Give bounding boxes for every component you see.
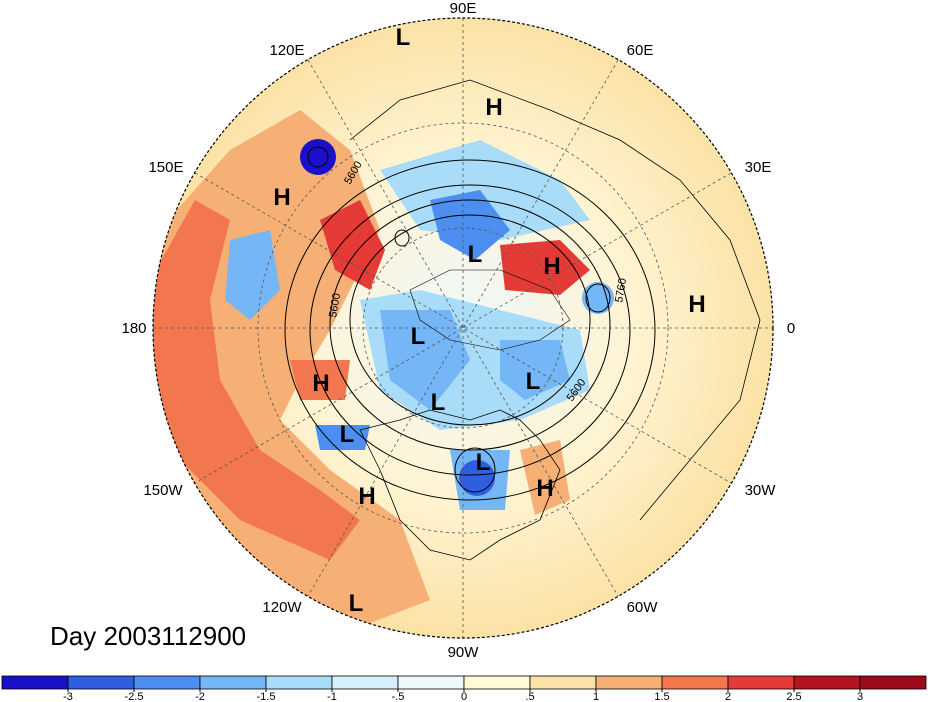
contour-label: 5600 <box>327 292 343 318</box>
lon-label-90w: 90W <box>448 644 480 661</box>
high-center-marker: H <box>273 184 290 211</box>
high-center-marker: H <box>358 483 375 510</box>
atlantic-warm <box>520 440 570 515</box>
meridian-line <box>307 59 619 597</box>
colorbar-tick-label: .5 <box>525 691 534 702</box>
lon-label-150e: 150E <box>148 159 183 176</box>
contour-ring <box>585 283 611 313</box>
pressure-centers: L H H L H H L H L L L L H H L <box>273 24 705 617</box>
coastline-eurasia <box>349 79 761 521</box>
colorbar-tick-label: -3 <box>63 691 73 702</box>
lon-label-120e: 120E <box>269 42 304 59</box>
meridian-line <box>194 172 732 484</box>
latitude-circle <box>362 227 564 429</box>
lon-label-180: 180 <box>121 320 146 337</box>
meridian-line <box>194 172 732 484</box>
colorbar-tick-label: -.5 <box>392 691 405 702</box>
colorbar-swatch <box>793 675 861 690</box>
lon-label-60e: 60E <box>627 42 654 59</box>
colorbar-tick-label: 2.5 <box>786 691 801 702</box>
contour-ring <box>329 199 611 451</box>
colorbar-tick-label: -1 <box>327 691 337 702</box>
colorbar-tick-label: 1.5 <box>654 691 669 702</box>
high-center-marker: H <box>536 475 553 502</box>
pacific-warm-core <box>153 200 360 560</box>
coastline-north-america <box>359 409 561 561</box>
coastline-arctic <box>409 269 571 351</box>
colorbar: -3 -2.5 -2 -1.5 -1 -.5 0 .5 1 1.5 2 2.5 3 <box>1 675 927 702</box>
colorbar-tick-label: -2 <box>195 691 205 702</box>
graticule <box>153 18 773 638</box>
contour-label: 5760 <box>613 277 629 303</box>
colorbar-swatch <box>133 675 201 690</box>
map-boundary <box>152 17 774 639</box>
meridian-line <box>307 59 619 597</box>
colorbar-swatch <box>67 675 135 690</box>
contour-ring <box>454 447 496 493</box>
lon-label-90e: 90E <box>450 0 477 17</box>
scandinavia-cold-core <box>582 282 614 314</box>
colorbar-swatch <box>199 675 267 690</box>
latitude-circle <box>257 122 669 534</box>
colorbar-swatch <box>859 675 927 690</box>
colorbar-swatch <box>595 675 663 690</box>
map-disc <box>153 18 773 638</box>
high-center-marker: H <box>543 253 560 280</box>
aleutian-cold <box>315 425 370 450</box>
lon-label-150w: 150W <box>143 482 183 499</box>
colorbar-tick-label: 0 <box>461 691 467 702</box>
lon-label-30e: 30E <box>745 159 772 176</box>
contour-ring <box>349 214 591 426</box>
colorbar-tick-label: 1 <box>593 691 599 702</box>
low-center-marker: L <box>526 368 541 395</box>
bering-cold <box>225 230 280 320</box>
low-center-marker: L <box>431 389 446 416</box>
kamchatka-cold-core <box>300 139 336 175</box>
colorbar-swatch <box>727 675 795 690</box>
colorbar-swatch <box>1 675 69 690</box>
low-center-marker: L <box>476 449 491 476</box>
colorbar-swatch <box>331 675 399 690</box>
colorbar-swatch <box>463 675 531 690</box>
colorbar-tick-label: -2.5 <box>125 691 144 702</box>
colorbar-tick-label: -1.5 <box>257 691 276 702</box>
contour-ring <box>309 184 631 476</box>
low-center-marker: L <box>349 590 364 617</box>
day-label: Day 2003112900 <box>50 621 246 651</box>
colorbar-swatch <box>265 675 333 690</box>
low-center-marker: L <box>468 241 483 268</box>
height-contours <box>284 146 656 501</box>
low-center-marker: L <box>340 421 355 448</box>
colorbar-tick-label: 2 <box>725 691 731 702</box>
colorbar-swatch <box>529 675 597 690</box>
siberia-cold-core <box>430 190 510 260</box>
urals-warm <box>500 240 590 295</box>
high-center-marker: H <box>312 370 329 397</box>
contour-ring <box>284 159 656 501</box>
lon-label-120w: 120W <box>262 599 302 616</box>
contour-ring <box>307 146 329 168</box>
lon-label-30w: 30W <box>745 482 777 499</box>
low-center-marker: L <box>396 24 411 51</box>
arctic-cold-core <box>380 310 470 410</box>
high-center-marker: H <box>688 291 705 318</box>
contour-ring <box>394 229 410 247</box>
low-center-marker: L <box>411 323 426 350</box>
colorbar-swatch <box>661 675 729 690</box>
lon-label-0: 0 <box>787 320 795 337</box>
colorbar-tick-label: 3 <box>857 691 863 702</box>
pacific-warm-ridge <box>320 200 385 290</box>
high-center-marker: H <box>485 94 502 121</box>
colorbar-swatch <box>397 675 465 690</box>
us-cold-core <box>459 460 495 496</box>
lon-label-60w: 60W <box>627 599 659 616</box>
